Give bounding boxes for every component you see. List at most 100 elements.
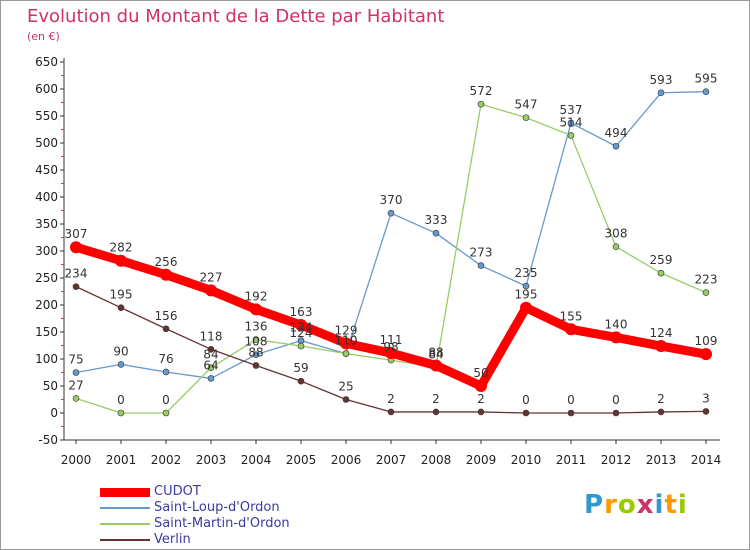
data-label: 134 [290, 321, 313, 335]
data-label: 333 [425, 213, 448, 227]
x-tick-label: 2001 [106, 453, 137, 467]
legend-label: Saint-Loup-d'Ordon [154, 500, 280, 515]
data-label: 537 [560, 103, 583, 117]
data-point [295, 318, 307, 331]
data-label: 124 [650, 326, 673, 340]
data-point [250, 303, 262, 316]
data-point [160, 268, 172, 281]
data-point [612, 142, 620, 150]
data-label: 2 [477, 392, 485, 406]
data-label: 84 [203, 348, 218, 362]
data-label: 124 [290, 326, 313, 340]
data-label: 307 [65, 227, 88, 241]
data-label: 98 [383, 340, 398, 354]
chart-unit: (en €) [27, 30, 60, 43]
y-tick-label: 350 [35, 217, 58, 231]
data-point [252, 362, 260, 369]
x-tick-label: 2009 [466, 453, 497, 467]
x-tick-label: 2007 [376, 453, 407, 467]
x-tick-label: 2002 [151, 453, 182, 467]
data-label: 118 [200, 329, 223, 343]
data-point [475, 380, 487, 392]
data-point [207, 375, 215, 382]
legend-swatch [100, 487, 150, 497]
data-point [610, 331, 622, 344]
y-tick-label: 450 [35, 163, 58, 177]
data-label: 88 [428, 345, 443, 359]
data-point [702, 88, 710, 95]
data-label: 59 [293, 361, 308, 375]
data-point [567, 119, 575, 127]
data-label: 308 [605, 227, 628, 241]
data-label: 192 [245, 289, 268, 303]
data-point [520, 301, 532, 314]
data-label: 593 [650, 73, 673, 87]
data-label: 129 [335, 323, 358, 337]
x-tick-label: 2011 [556, 453, 587, 467]
data-point [432, 229, 440, 237]
legend-label: Verlin [154, 532, 191, 547]
data-label: 195 [515, 288, 538, 302]
data-point [70, 241, 82, 254]
data-point [297, 377, 305, 385]
data-point [567, 409, 575, 417]
data-point [342, 350, 350, 357]
y-tick-label: 400 [35, 190, 58, 204]
data-label: 195 [110, 288, 133, 302]
data-label: 547 [515, 98, 538, 112]
data-label: 108 [245, 335, 268, 349]
data-point [117, 409, 125, 417]
data-point [162, 325, 170, 333]
data-label: 2 [387, 392, 395, 406]
data-point [252, 351, 260, 358]
data-label: 90 [113, 344, 128, 358]
y-tick-label: 550 [35, 109, 58, 123]
legend-item: Saint-Loup-d'Ordon [100, 500, 290, 516]
data-point [342, 396, 350, 403]
x-tick-label: 2013 [646, 453, 677, 467]
y-tick-label: 650 [35, 55, 58, 69]
data-point [340, 337, 352, 350]
data-label: 0 [117, 393, 125, 407]
data-label: 64 [203, 358, 218, 372]
x-tick-label: 2004 [241, 453, 272, 467]
data-point [432, 408, 440, 416]
legend-item: CUDOT [100, 484, 290, 500]
data-point [72, 283, 80, 290]
data-point [385, 347, 397, 360]
data-point [477, 408, 485, 416]
legend-swatch [100, 507, 150, 509]
x-tick-label: 2003 [196, 453, 227, 467]
y-tick-label: 150 [35, 325, 58, 339]
data-label: 0 [612, 393, 620, 407]
data-point [565, 323, 577, 336]
data-label: 259 [650, 253, 673, 267]
y-tick-label: -50 [38, 433, 58, 447]
data-label: 223 [695, 273, 718, 287]
data-point [612, 243, 620, 250]
y-tick-label: 200 [35, 298, 58, 312]
data-point [72, 395, 80, 402]
data-label: 494 [605, 126, 628, 140]
legend-item: Verlin [100, 532, 290, 548]
data-point [72, 369, 80, 376]
data-point [522, 282, 530, 290]
chart-title: Evolution du Montant de la Dette par Hab… [27, 6, 445, 27]
data-point [522, 114, 530, 121]
data-label: 514 [560, 115, 583, 129]
data-point [477, 262, 485, 269]
x-tick-label: 2014 [691, 453, 722, 467]
data-label: 3 [702, 391, 710, 405]
data-label: 136 [245, 320, 268, 334]
data-point [702, 289, 710, 296]
data-point [612, 409, 620, 417]
data-point [162, 368, 170, 376]
data-point [117, 304, 125, 312]
data-point [430, 359, 442, 372]
y-tick-label: 100 [35, 352, 58, 366]
data-label: 156 [155, 309, 178, 323]
x-tick-label: 2000 [61, 453, 92, 467]
data-label: 88 [248, 345, 263, 359]
data-label: 595 [695, 72, 718, 86]
